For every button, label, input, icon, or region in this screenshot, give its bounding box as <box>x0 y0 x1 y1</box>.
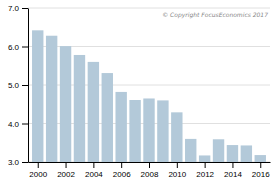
x-tick-label: 2002 <box>57 170 75 179</box>
y-tick-mark <box>22 162 28 163</box>
x-tick-label: 2012 <box>196 170 214 179</box>
x-tick: 2014 <box>224 162 242 179</box>
y-tick-label: 6.0 <box>8 43 20 52</box>
y-tick-label: 4.0 <box>8 120 20 129</box>
plot: 2000 2002 2004 2006 2008 2010 2012 2014 2016 3.0 4… <box>8 4 271 179</box>
annotation: © Copyright FocusEconomics 2017 <box>162 11 268 19</box>
y-tick: 7.0 <box>8 4 28 13</box>
x-tick-mark <box>177 162 178 168</box>
x-tick-label: 2006 <box>113 170 131 179</box>
bar <box>60 46 71 162</box>
x-tick-label: 2008 <box>141 170 159 179</box>
bar <box>227 145 238 162</box>
bars <box>32 30 266 162</box>
x-tick-label: 2010 <box>168 170 186 179</box>
bar <box>32 30 43 162</box>
x-tick-mark <box>121 162 122 168</box>
y-tick-label: 7.0 <box>8 4 20 13</box>
bar <box>102 73 113 162</box>
bar <box>199 155 210 162</box>
x-tick-mark <box>93 162 94 168</box>
y-tick-label: 3.0 <box>8 158 20 167</box>
x-tick: 2012 <box>196 162 214 179</box>
x-tick-mark <box>232 162 233 168</box>
x-tick: 2006 <box>113 162 131 179</box>
bar <box>255 155 266 162</box>
x-tick-label: 2016 <box>252 170 270 179</box>
x-tick-mark <box>149 162 150 168</box>
x-tick: 2004 <box>85 162 103 179</box>
grid-line <box>28 8 270 9</box>
x-tick: 2002 <box>57 162 75 179</box>
x-axis: 2000 2002 2004 2006 2008 2010 2012 2014 2016 <box>29 162 271 179</box>
bar <box>213 139 224 162</box>
x-tick-mark <box>66 162 67 168</box>
chart-container: 2000 2002 2004 2006 2008 2010 2012 2014 2016 3.0 4… <box>0 0 280 180</box>
y-tick: 3.0 <box>8 158 28 167</box>
x-tick: 2000 <box>29 162 47 179</box>
bar <box>157 100 168 162</box>
bar <box>143 98 154 162</box>
y-tick: 4.0 <box>8 120 28 129</box>
x-tick-mark <box>205 162 206 168</box>
bar <box>129 100 140 162</box>
y-tick-mark <box>22 8 28 9</box>
y-tick-mark <box>22 85 28 86</box>
x-tick-label: 2000 <box>29 170 47 179</box>
bar <box>88 62 99 162</box>
y-axis: 3.0 4.0 5.0 6.0 7.0 <box>8 4 29 167</box>
y-tick: 5.0 <box>8 81 28 90</box>
y-tick-label: 5.0 <box>8 81 20 90</box>
y-tick-mark <box>22 124 28 125</box>
x-tick: 2016 <box>252 162 270 179</box>
bar <box>46 36 57 162</box>
y-tick-mark <box>22 47 28 48</box>
bar <box>74 55 85 162</box>
chart-svg: 2000 2002 2004 2006 2008 2010 2012 2014 2016 3.0 4… <box>0 0 280 180</box>
y-axis-line <box>28 9 29 163</box>
bar <box>115 92 126 162</box>
x-tick-mark <box>260 162 261 168</box>
bar <box>241 145 252 162</box>
bar <box>185 139 196 162</box>
x-tick: 2008 <box>141 162 159 179</box>
bar <box>171 112 182 162</box>
x-tick-label: 2004 <box>85 170 103 179</box>
y-tick: 6.0 <box>8 43 28 52</box>
grid <box>28 8 270 162</box>
x-tick-label: 2014 <box>224 170 242 179</box>
x-tick: 2010 <box>168 162 186 179</box>
x-tick-mark <box>38 162 39 168</box>
